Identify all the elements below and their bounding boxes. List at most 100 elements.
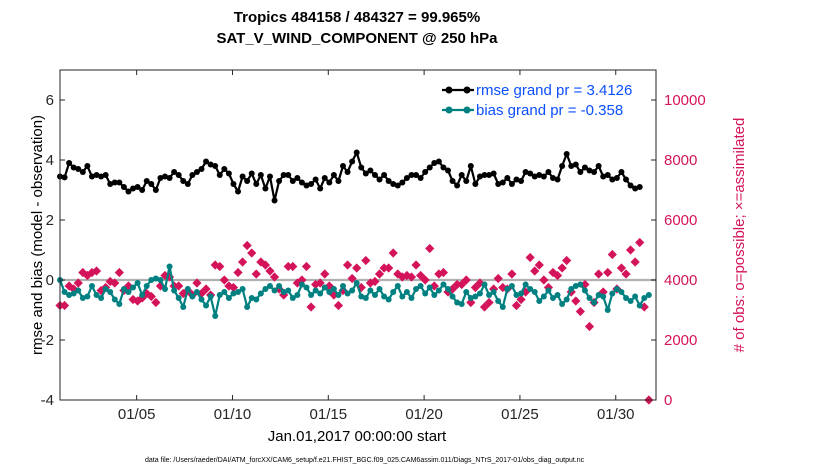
rmse-point <box>276 178 283 184</box>
bias-point <box>559 301 566 307</box>
obs-assimilated-point <box>484 297 494 308</box>
rmse-point <box>390 181 397 187</box>
rmse-point <box>394 182 401 189</box>
rmse-point <box>161 173 168 180</box>
bias-point <box>627 298 634 304</box>
rmse-point <box>75 166 82 172</box>
rmse-point <box>376 176 383 183</box>
rmse-point <box>508 181 515 187</box>
bias-point <box>102 286 109 292</box>
rmse-point <box>203 158 210 165</box>
rmse-point <box>600 173 607 180</box>
rmse-point <box>134 184 141 190</box>
rmse-point <box>399 179 406 186</box>
rmse-point <box>84 163 91 169</box>
y-left-tick-label: -2 <box>41 332 54 349</box>
bias-point <box>344 290 351 297</box>
bias-point <box>212 313 219 319</box>
legend-bias-marker-left <box>445 106 453 114</box>
bias-point <box>645 292 652 298</box>
bias-point <box>203 302 210 309</box>
bias-point <box>312 287 319 294</box>
rmse-point <box>317 185 324 192</box>
bias-point <box>225 295 232 301</box>
rmse-point <box>591 169 598 175</box>
rmse-point <box>408 172 415 178</box>
rmse-point <box>308 181 315 187</box>
bias-point <box>266 283 273 289</box>
rmse-point <box>481 172 488 178</box>
bias-point <box>148 277 155 283</box>
bias-point <box>134 280 141 286</box>
bias-point <box>632 293 639 300</box>
obs-assimilated-point <box>580 279 590 290</box>
rmse-point <box>193 169 200 175</box>
legend-bias-label: bias grand pr = -0.358 <box>476 102 623 119</box>
rmse-point <box>184 181 191 187</box>
rmse-point <box>440 164 447 171</box>
bias-point <box>376 286 383 292</box>
rmse-point <box>426 164 433 171</box>
bias-point <box>490 289 497 295</box>
bias-point <box>79 295 86 301</box>
rmse-point <box>344 169 351 175</box>
obs-assimilated-point <box>466 297 476 308</box>
y-left-tick-label: 4 <box>46 152 54 169</box>
obs-assimilated-point <box>534 260 544 270</box>
bias-point <box>604 307 611 313</box>
rmse-point <box>262 185 269 192</box>
bias-point <box>193 289 200 295</box>
y-left-tick-label: -4 <box>41 392 54 409</box>
obs-assimilated-point <box>260 260 271 270</box>
rmse-point <box>248 170 255 177</box>
obs-assimilated-point <box>174 281 184 291</box>
rmse-point <box>189 172 196 178</box>
bias-point <box>527 286 534 292</box>
rmse-point <box>403 175 410 181</box>
rmse-point <box>257 172 264 178</box>
bias-point <box>417 283 424 289</box>
rmse-point <box>285 172 292 178</box>
bias-point <box>216 292 223 298</box>
obs-assimilated-point <box>616 263 627 273</box>
rmse-point <box>139 187 146 193</box>
rmse-point <box>577 169 584 175</box>
rmse-point <box>632 185 639 192</box>
bias-point <box>435 287 442 294</box>
bias-point <box>600 293 607 300</box>
obs-assimilated-point <box>594 269 604 279</box>
rmse-point <box>171 169 178 175</box>
obs-assimilated-point <box>411 260 421 270</box>
obs-assimilated-point <box>539 275 549 285</box>
obs-assimilated-point <box>215 261 225 272</box>
obs-assimilated-point <box>301 261 312 272</box>
y-left-tick-label: 6 <box>46 92 54 109</box>
obs-assimilated-point <box>530 266 540 276</box>
bias-point <box>504 286 511 292</box>
rmse-point <box>518 178 525 184</box>
obs-assimilated-point <box>557 263 567 273</box>
bias-point <box>171 287 178 294</box>
bias-point <box>298 281 305 288</box>
y-right-tick-label: 8000 <box>664 152 697 169</box>
rmse-point <box>175 172 182 178</box>
rmse-point <box>61 174 68 181</box>
legend-rmse-label: rmse grand pr = 3.4126 <box>476 82 632 99</box>
bias-point <box>308 292 315 298</box>
rmse-point <box>454 182 461 189</box>
obs-assimilated-point <box>516 294 526 305</box>
rmse-point <box>358 164 365 171</box>
rmse-point <box>266 173 273 180</box>
obs-assimilated-point <box>91 266 102 276</box>
rmse-point <box>244 178 251 184</box>
rmse-point <box>449 178 456 184</box>
data-file-footer: data file: /Users/raeder/DAI/ATM_forcXX/… <box>145 457 585 464</box>
rmse-point <box>340 163 347 169</box>
rmse-point <box>417 175 424 181</box>
y-left-axis-ticks: -4 -2 0 2 4 6 <box>41 92 65 409</box>
y-right-tick-label: 0 <box>664 392 672 409</box>
obs-assimilated-point <box>388 248 398 258</box>
bias-point <box>508 283 515 289</box>
x-axis-ticks: 01/05 01/10 01/15 01/20 01/25 01/30 <box>118 70 635 423</box>
